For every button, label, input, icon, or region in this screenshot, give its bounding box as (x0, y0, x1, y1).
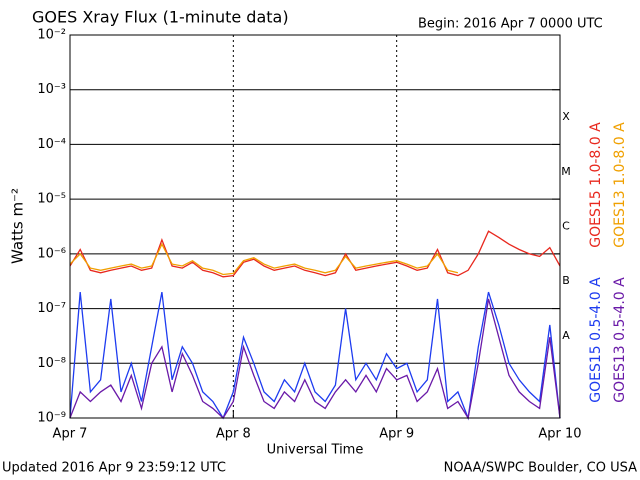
x-axis-label: Universal Time (267, 443, 364, 458)
footer-left: Updated 2016 Apr 9 23:59:12 UTC (2, 461, 226, 476)
plot-frame (69, 34, 561, 419)
class-label: B (562, 274, 570, 287)
legend-entry: GOES13 0.5-4.0 A (612, 277, 628, 403)
class-label: C (562, 220, 570, 233)
y-axis-label: Watts m⁻² (9, 188, 27, 264)
chart-title: GOES Xray Flux (1-minute data) (32, 8, 289, 27)
y-tick-label: 10⁻⁹ (37, 411, 66, 426)
y-tick-label: 10⁻⁸ (37, 356, 66, 371)
y-tick-label: 10⁻⁵ (37, 192, 66, 207)
x-tick-label: Apr 8 (216, 427, 251, 442)
y-tick-label: 10⁻³ (37, 82, 66, 97)
legend-entry: GOES15 1.0-8.0 A (588, 122, 604, 248)
series-line (69, 291, 561, 421)
x-tick-label: Apr 9 (379, 427, 414, 442)
class-label: M (561, 165, 571, 178)
class-label: X (562, 110, 570, 123)
footer-right: NOAA/SWPC Boulder, CO USA (444, 461, 637, 476)
y-tick-label: 10⁻⁶ (37, 246, 66, 261)
series-line (69, 230, 561, 278)
class-label: A (562, 329, 570, 342)
y-tick-label: 10⁻² (37, 28, 66, 43)
legend-entry: GOES13 1.0-8.0 A (612, 122, 628, 248)
series-line (69, 242, 459, 276)
series-line (69, 298, 561, 420)
y-tick-label: 10⁻⁴ (37, 137, 66, 152)
x-tick-label: Apr 7 (53, 427, 88, 442)
x-tick-label: Apr 10 (538, 427, 581, 442)
chart-subtitle: Begin: 2016 Apr 7 0000 UTC (418, 17, 603, 32)
y-tick-label: 10⁻⁷ (37, 301, 66, 316)
legend-entry: GOES15 0.5-4.0 A (588, 277, 604, 403)
